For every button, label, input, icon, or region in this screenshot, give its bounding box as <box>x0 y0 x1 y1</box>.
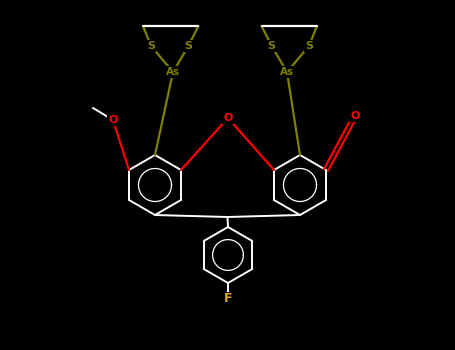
Text: O: O <box>350 111 360 121</box>
Text: S: S <box>305 41 313 51</box>
Text: S: S <box>268 41 276 51</box>
Text: S: S <box>184 41 192 51</box>
Text: O: O <box>223 113 233 123</box>
Text: F: F <box>224 293 232 306</box>
Text: O: O <box>108 115 118 125</box>
Text: As: As <box>166 67 180 77</box>
Text: As: As <box>280 67 294 77</box>
Text: S: S <box>147 41 155 51</box>
